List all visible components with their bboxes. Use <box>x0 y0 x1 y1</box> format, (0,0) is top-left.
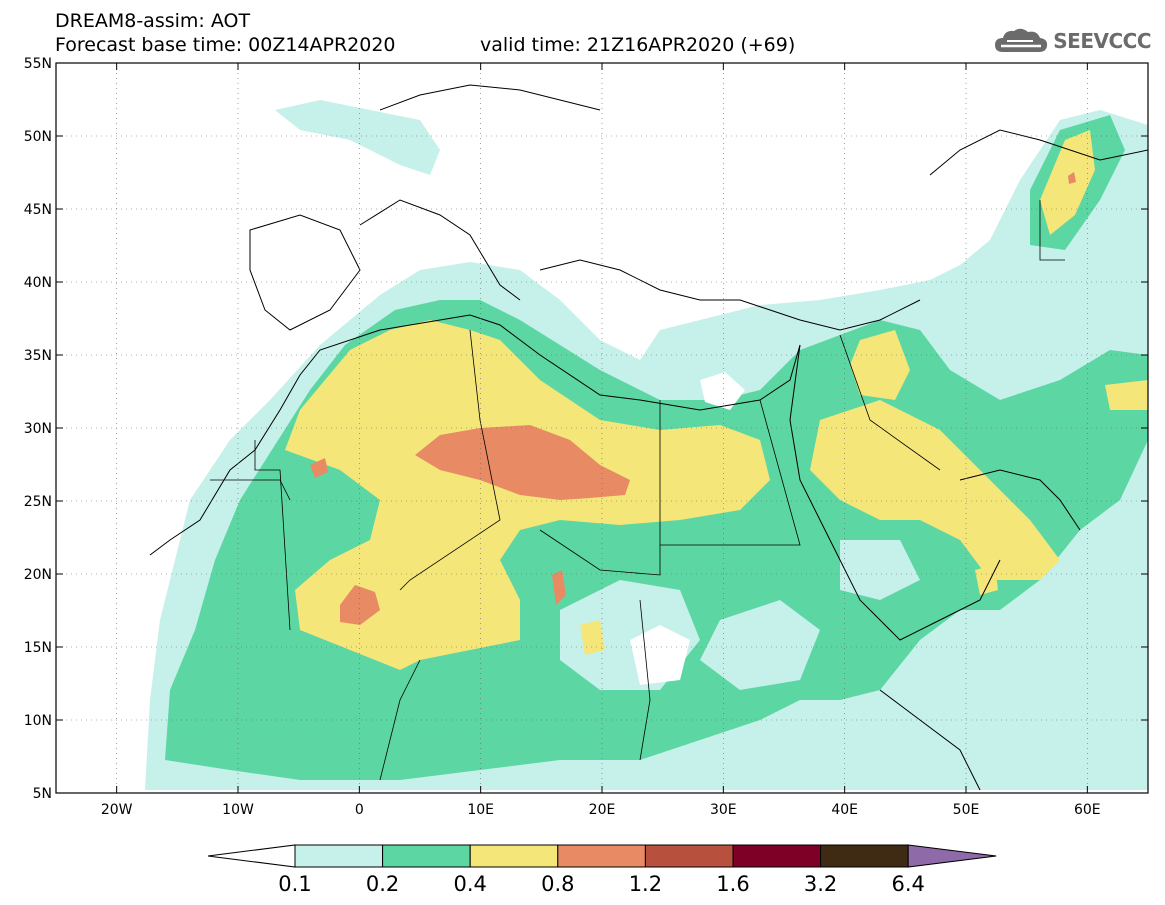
lon-tick-label: 10E <box>467 802 494 818</box>
map-title: DREAM8-assim: AOT <box>55 10 251 32</box>
lat-tick-label: 40N <box>24 275 52 291</box>
colorbar-swatch <box>382 844 471 868</box>
aot-level-0.8 <box>310 172 1076 625</box>
colorbar <box>207 844 997 868</box>
lon-tick-label: 0 <box>355 802 364 818</box>
colorbar-label: 3.2 <box>803 872 838 896</box>
lat-tick-label: 45N <box>24 202 52 218</box>
cloud-icon <box>995 28 1048 52</box>
lat-tick-label: 10N <box>24 713 52 729</box>
lon-tick-label: 50E <box>953 802 980 818</box>
lat-tick-label: 35N <box>24 348 52 364</box>
valid-time: valid time: 21Z16APR2020 (+69) <box>480 34 796 56</box>
colorbar-swatch <box>557 844 646 868</box>
colorbar-swatch <box>644 844 734 868</box>
lat-tick-label: 25N <box>24 494 52 510</box>
colorbar-swatch <box>732 844 822 868</box>
grid-lines <box>56 63 1148 793</box>
colorbar-max-arrow <box>907 844 997 868</box>
lon-tick-label: 60E <box>1074 802 1101 818</box>
lat-tick-label: 55N <box>24 56 52 72</box>
lat-tick-label: 5N <box>33 786 52 802</box>
lat-tick-label: 30N <box>24 421 52 437</box>
seevccc-logo: SEEVCCC <box>993 26 1151 56</box>
colorbar-swatch <box>820 844 909 868</box>
lon-tick-label: 40E <box>831 802 858 818</box>
colorbar-label: 1.6 <box>716 872 750 896</box>
coastlines <box>149 84 1148 791</box>
no-dust-patches <box>630 372 745 685</box>
lat-tick-label: 20N <box>24 567 52 583</box>
aot-field <box>145 100 1148 790</box>
colorbar-label: 0.8 <box>541 872 575 896</box>
lat-tick-label: 15N <box>24 640 52 656</box>
lon-tick-label: 20E <box>589 802 616 818</box>
colorbar-label: 6.4 <box>891 872 925 896</box>
colorbar-label: 0.4 <box>453 872 487 896</box>
lat-tick-label: 50N <box>24 129 52 145</box>
lon-tick-label: 30E <box>710 802 737 818</box>
axis-ticks: 20W 10W 0 10E 20E 30E 40E 50E 60E 55N 50N 45N 40N 35N… <box>24 56 1148 818</box>
lon-tick-label: 20W <box>101 802 133 818</box>
forecast-base-time: Forecast base time: 00Z14APR2020 <box>55 34 396 56</box>
colorbar-label: 0.1 <box>278 872 312 896</box>
colorbar-swatch <box>469 844 559 868</box>
country-borders <box>210 200 1065 781</box>
lon-tick-label: 10W <box>222 802 254 818</box>
colorbar-label: 0.2 <box>365 872 400 896</box>
logo-text: SEEVCCC <box>1053 29 1151 53</box>
colorbar-min-arrow <box>207 844 296 868</box>
colorbar-label: 1.2 <box>628 872 663 896</box>
colorbar-swatch <box>294 844 384 868</box>
aot-level-0.1-patches <box>560 540 920 690</box>
